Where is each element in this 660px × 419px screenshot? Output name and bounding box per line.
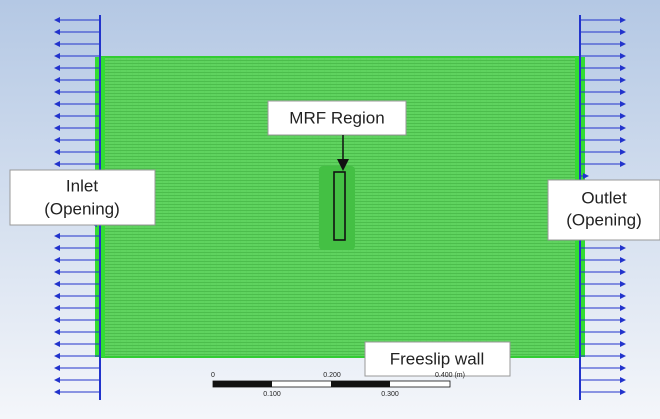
scale-label: 0.200 <box>323 372 341 379</box>
inlet-label: Inlet <box>66 176 98 195</box>
scale-label: 0.100 <box>263 391 281 398</box>
scale-label: 0.300 <box>381 391 399 398</box>
cfd-domain-diagram: MRF Region Inlet (Opening) Outlet (Openi… <box>0 0 660 419</box>
scale-label: 0.400 (m) <box>435 372 465 379</box>
scale-label: 0 <box>211 372 215 379</box>
mrf-label: MRF Region <box>289 108 384 127</box>
scale-segment <box>213 381 272 387</box>
scale-segment <box>331 381 390 387</box>
wall-label: Freeslip wall <box>390 349 484 368</box>
inlet-label: (Opening) <box>44 199 120 218</box>
outlet-label: Outlet <box>581 188 627 207</box>
outlet-label: (Opening) <box>566 210 642 229</box>
mrf-zone <box>319 166 355 250</box>
